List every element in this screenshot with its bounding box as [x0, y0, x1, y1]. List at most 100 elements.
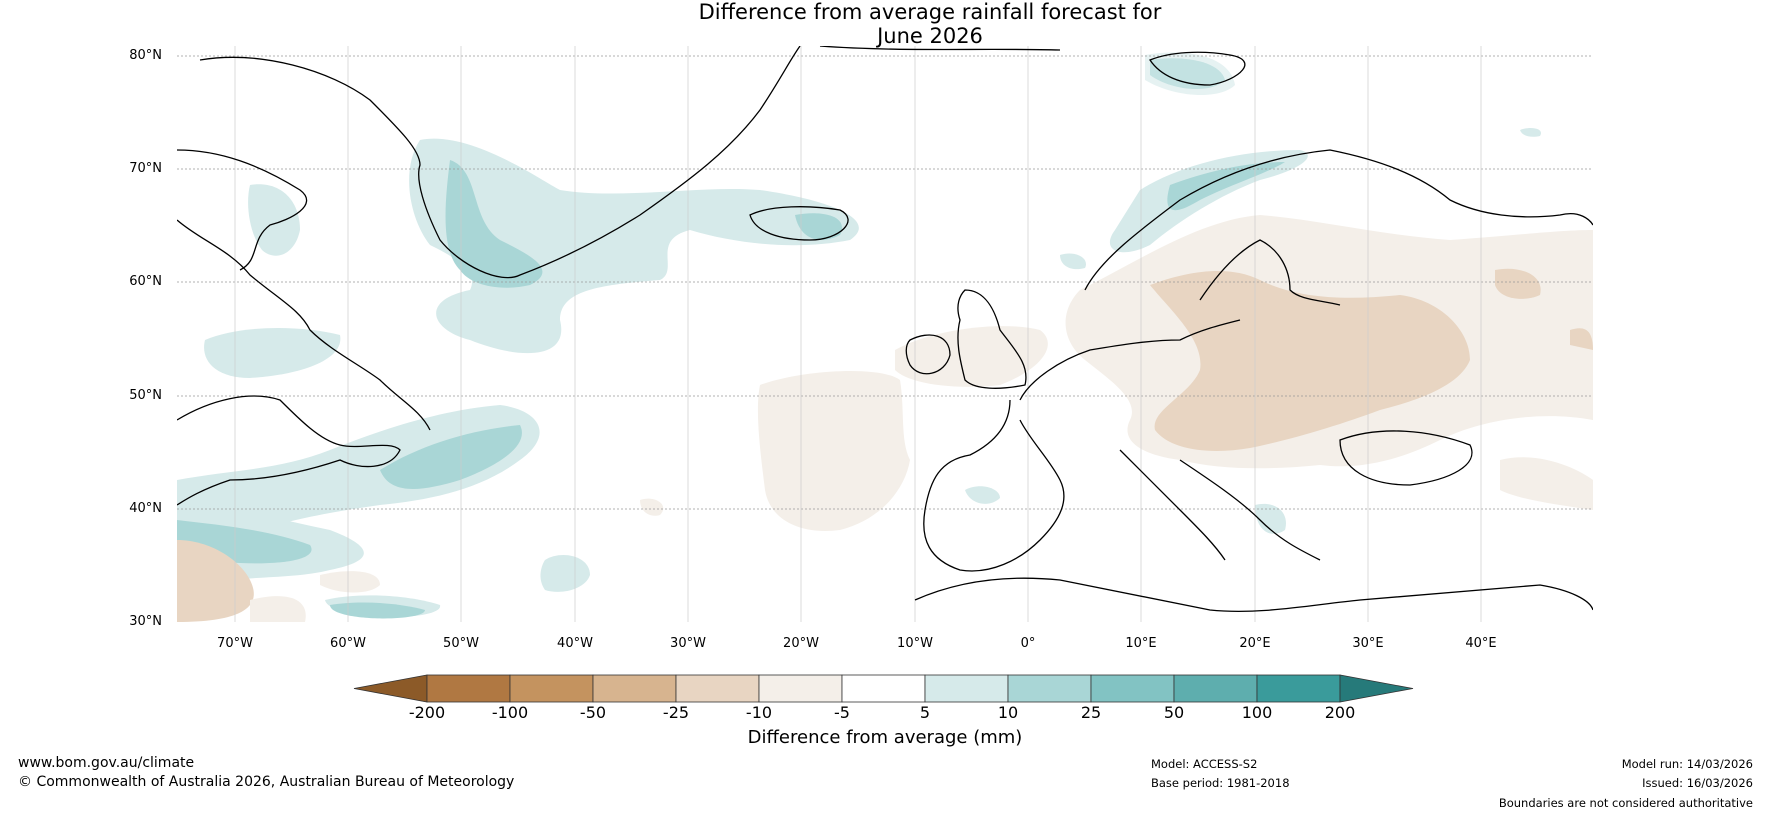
dry-region-southwest-atlantic: [177, 540, 254, 622]
colorbar-segment: [1090, 674, 1175, 703]
colorbar-segment: [592, 674, 677, 703]
colorbar-extend-high: [1339, 674, 1414, 703]
coast-baltic: [1199, 239, 1341, 306]
wet-region-norway-core: [1167, 162, 1285, 211]
issued-date: Issued: 16/03/2026: [1642, 776, 1753, 790]
wet-region-norway-coast: [1109, 150, 1308, 253]
wet-region-svalbard-edge: [1145, 52, 1235, 96]
colorbar-segment: [426, 674, 511, 703]
dry-region-east-atlantic: [640, 498, 664, 516]
boundaries-disclaimer: Boundaries are not considered authoritat…: [1498, 796, 1753, 810]
colorbar-segment: [924, 674, 1009, 703]
map-title: Difference from average rainfall forecas…: [0, 0, 1770, 48]
website-link[interactable]: www.bom.gov.au/climate: [18, 755, 195, 771]
dry-region-bay-of-biscay: [895, 326, 1048, 387]
base-period: Base period: 1981-2018: [1151, 776, 1290, 790]
wet-region-azores: [540, 555, 590, 592]
wet-region-mediterranean: [965, 486, 1000, 504]
dry-region-russia: [1495, 268, 1541, 299]
wet-region-greenland: [409, 138, 859, 354]
wet-region-hudson: [204, 328, 341, 378]
lat-label-30n: 30°N: [129, 614, 162, 629]
wet-region-north-atlantic-core: [380, 425, 522, 490]
colorbar-segment: [509, 674, 594, 703]
dry-region-southwest-atlantic-edge: [250, 596, 306, 622]
coast-labrador: [177, 219, 431, 431]
lon-label-10e: 10°E: [1125, 636, 1157, 651]
coast-ireland: [905, 334, 951, 375]
colorbar-tick-label: 100: [1241, 703, 1273, 722]
coast-iceland: [749, 206, 849, 241]
colorbar-tick-label: -100: [491, 703, 529, 722]
coast-balkans: [1179, 459, 1321, 561]
colorbar-tick-label: 5: [919, 703, 931, 722]
lat-label-50n: 50°N: [129, 388, 162, 403]
rainfall-anomaly-field: [177, 52, 1593, 622]
coast-greenland-north: [819, 46, 1061, 51]
coast-black-sea: [1339, 430, 1473, 486]
model-run-date: Model run: 14/03/2026: [1621, 757, 1753, 771]
dry-region-mid-atlantic: [320, 571, 380, 593]
dry-region-central-atlantic: [757, 370, 910, 531]
colorbar-tick-label: 200: [1324, 703, 1356, 722]
coast-great-britain: [957, 289, 1027, 389]
coastlines: [177, 46, 1593, 612]
colorbar-segment: [1256, 674, 1341, 703]
wet-region-baffin: [248, 184, 300, 256]
coast-greenland: [199, 46, 801, 279]
lon-label-40w: 40°W: [557, 636, 593, 651]
wet-region-barents: [1520, 128, 1541, 137]
colorbar-tick-label: 50: [1163, 703, 1185, 722]
coast-iberia: [923, 399, 1065, 572]
wet-region-aegean: [1255, 503, 1286, 534]
coast-western-europe: [1019, 319, 1241, 401]
lat-label-80n: 80°N: [129, 48, 162, 63]
colorbar-segment: [1173, 674, 1258, 703]
colorbar-tick-label: -200: [408, 703, 446, 722]
coast-italy: [1119, 449, 1226, 561]
lon-label-30e: 30°E: [1352, 636, 1384, 651]
wet-region-bay: [1060, 253, 1086, 270]
model-name: Model: ACCESS-S2: [1151, 757, 1258, 771]
coast-baffin-island: [177, 149, 308, 271]
lat-label-60n: 60°N: [129, 274, 162, 289]
colorbar-title: Difference from average (mm): [747, 727, 1023, 748]
wet-region-southwest-core: [330, 602, 425, 619]
dry-region-east-edge: [1570, 328, 1593, 350]
colorbar: [353, 674, 1414, 703]
wet-region-greenland-core: [445, 160, 543, 288]
lon-label-60w: 60°W: [330, 636, 366, 651]
coast-north-america: [177, 395, 401, 506]
lat-label-70n: 70°N: [129, 161, 162, 176]
graticule: [177, 46, 1593, 622]
colorbar-segment: [758, 674, 843, 703]
dry-region-turkey: [1500, 457, 1593, 510]
coast-svalbard: [1149, 51, 1246, 86]
colorbar-extend-low: [353, 674, 428, 703]
lon-label-30w: 30°W: [670, 636, 706, 651]
colorbar-segment: [675, 674, 760, 703]
title-line-2: June 2026: [877, 24, 983, 48]
coast-north-africa: [914, 577, 1593, 612]
coast-norway-sweden: [1084, 149, 1593, 291]
colorbar-tick-label: -50: [579, 703, 607, 722]
colorbar-tick-label: 25: [1080, 703, 1102, 722]
dry-region-central-europe-core: [1150, 270, 1470, 451]
colorbar-tick-label: -5: [834, 703, 850, 722]
colorbar-segment: [1007, 674, 1092, 703]
colorbar-tick-label: 10: [997, 703, 1019, 722]
copyright-text: © Commonwealth of Australia 2026, Austra…: [18, 774, 515, 790]
wet-region-iceland-core: [795, 213, 842, 240]
colorbar-tick-label: -10: [745, 703, 773, 722]
lon-label-50w: 50°W: [443, 636, 479, 651]
colorbar-segment: [841, 674, 926, 703]
lon-label-20w: 20°W: [783, 636, 819, 651]
lon-label-0: 0°: [1020, 636, 1036, 651]
title-line-1: Difference from average rainfall forecas…: [698, 0, 1162, 24]
colorbar-tick-label: -25: [662, 703, 690, 722]
lon-label-20e: 20°E: [1239, 636, 1271, 651]
lon-label-70w: 70°W: [217, 636, 253, 651]
lon-label-40e: 40°E: [1465, 636, 1497, 651]
lat-label-40n: 40°N: [129, 501, 162, 516]
